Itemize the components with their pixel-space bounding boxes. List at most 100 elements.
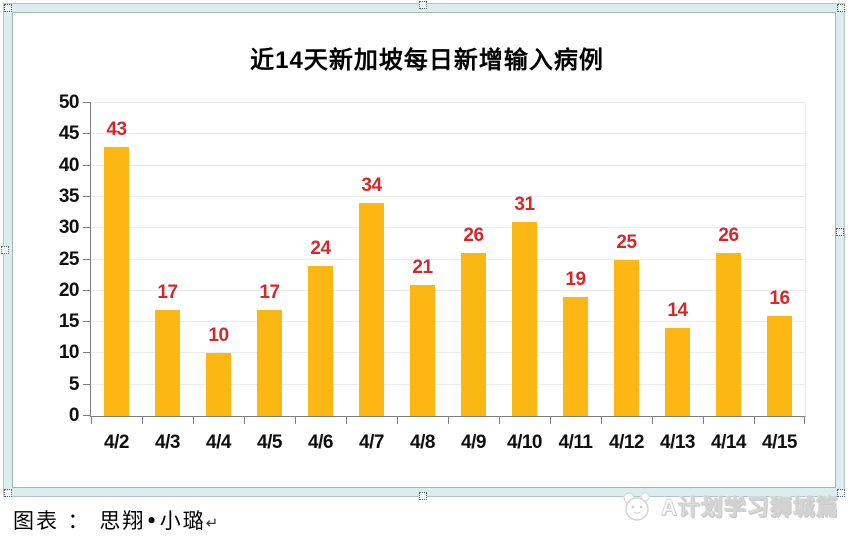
x-axis-tick — [91, 416, 92, 424]
bar — [359, 203, 384, 416]
y-tick-label: 50 — [58, 92, 80, 113]
gridline — [91, 133, 805, 135]
gridline — [91, 258, 805, 260]
y-axis-tick — [83, 352, 91, 354]
x-tick-label: 4/6 — [308, 432, 333, 453]
resize-handle-middle-right[interactable] — [836, 228, 844, 236]
x-tick-label: 4/7 — [359, 432, 384, 453]
bar-value-label: 25 — [616, 231, 637, 253]
gridline — [91, 289, 805, 291]
y-axis-tick — [83, 289, 91, 291]
gridline — [91, 102, 805, 103]
gridline — [91, 164, 805, 166]
resize-handle-bottom-right[interactable] — [837, 489, 845, 497]
source-caption-text: 图表 ： 思翔•小璐 — [13, 509, 206, 533]
bar — [563, 297, 588, 416]
gridline — [91, 383, 805, 385]
y-axis-tick — [83, 164, 91, 166]
bar-value-label: 34 — [361, 175, 382, 197]
x-axis-tick — [244, 416, 245, 424]
bar-value-label: 14 — [667, 300, 688, 322]
bar — [614, 259, 639, 416]
bar — [410, 284, 435, 416]
y-tick-label: 5 — [68, 373, 80, 395]
x-tick-label: 4/15 — [762, 432, 797, 453]
bar-value-label: 17 — [259, 281, 280, 303]
bar-value-label: 16 — [769, 287, 790, 309]
x-tick-label: 4/11 — [558, 432, 593, 453]
resize-handle-top-right[interactable] — [837, 4, 845, 12]
bar-value-label: 10 — [208, 325, 229, 347]
bar-value-label: 26 — [718, 225, 739, 247]
x-axis-tick — [499, 416, 500, 424]
bar-value-label: 26 — [463, 225, 484, 247]
x-tick-label: 4/9 — [461, 432, 486, 453]
bar — [767, 315, 792, 416]
x-tick-label: 4/14 — [711, 432, 746, 453]
gridline — [91, 227, 805, 229]
y-tick-label: 15 — [58, 311, 80, 333]
y-tick-label: 30 — [58, 217, 80, 239]
resize-handle-bottom-center[interactable] — [419, 492, 427, 500]
x-axis-tick — [550, 416, 551, 424]
bar — [155, 309, 180, 416]
x-tick-label: 4/8 — [410, 432, 435, 453]
x-axis-tick — [601, 416, 602, 424]
y-tick-label: 20 — [58, 279, 80, 301]
bar — [512, 221, 537, 416]
y-axis-tick — [83, 383, 91, 385]
x-axis-tick — [346, 416, 347, 424]
y-tick-label: 45 — [58, 123, 80, 145]
bar-value-label: 19 — [565, 269, 586, 291]
y-axis-tick — [83, 415, 91, 416]
y-axis-tick — [83, 227, 91, 229]
y-axis-tick — [83, 321, 91, 323]
x-tick-label: 4/2 — [104, 432, 129, 453]
bar-value-label: 24 — [310, 237, 331, 259]
y-tick-label: 35 — [58, 185, 80, 207]
x-tick-label: 4/10 — [507, 432, 542, 453]
x-axis-tick — [804, 416, 805, 424]
resize-handle-middle-left[interactable] — [1, 246, 9, 254]
x-axis-tick — [652, 416, 653, 424]
x-tick-label: 4/13 — [660, 432, 695, 453]
bar-value-label: 17 — [157, 281, 178, 303]
bar-value-label: 31 — [514, 193, 535, 215]
bar — [461, 253, 486, 416]
x-axis-tick — [448, 416, 449, 424]
bar — [716, 253, 741, 416]
gridline — [91, 352, 805, 354]
y-axis-tick — [83, 195, 91, 197]
resize-handle-top-left[interactable] — [4, 4, 12, 12]
x-axis-tick — [295, 416, 296, 424]
x-axis-tick — [703, 416, 704, 424]
x-axis-tick — [142, 416, 143, 424]
x-axis-tick — [754, 416, 755, 424]
source-caption: 图表 ： 思翔•小璐↵ — [13, 505, 218, 535]
gridline — [91, 321, 805, 323]
y-tick-label: 25 — [58, 248, 80, 270]
gridline — [91, 195, 805, 197]
chart-title: 近14天新加坡每日新增输入病例 — [250, 47, 604, 74]
bar — [206, 353, 231, 416]
bar — [104, 146, 129, 416]
x-tick-label: 4/4 — [206, 432, 231, 453]
bar — [257, 309, 282, 416]
x-tick-label: 4/12 — [609, 432, 644, 453]
mascot-face-logo-icon — [623, 492, 650, 521]
resize-handle-bottom-left[interactable] — [4, 489, 12, 497]
x-tick-label: 4/5 — [257, 432, 282, 453]
bar — [665, 328, 690, 416]
bar-value-label: 21 — [412, 256, 433, 278]
x-axis-tick — [193, 416, 194, 424]
y-tick-label: 40 — [58, 154, 80, 176]
return-mark: ↵ — [205, 514, 219, 532]
y-tick-label: 0 — [68, 405, 80, 426]
resize-handle-top-center[interactable] — [419, 1, 427, 9]
bar — [308, 265, 333, 416]
y-tick-label: 10 — [58, 342, 80, 364]
x-tick-label: 4/3 — [155, 432, 180, 453]
y-axis-tick — [83, 258, 91, 260]
